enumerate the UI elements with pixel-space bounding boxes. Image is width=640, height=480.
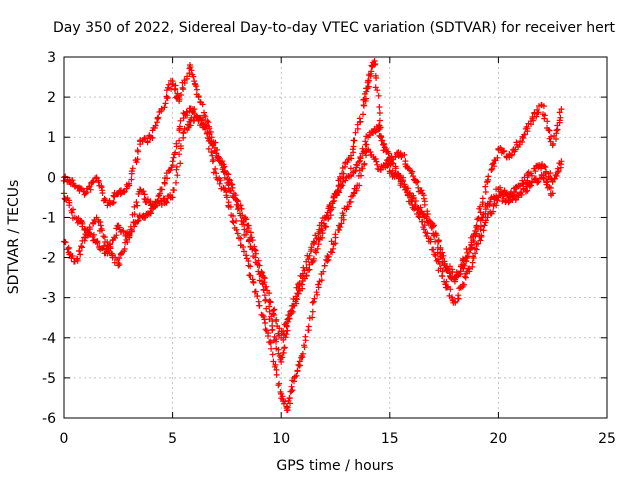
data-marks [60, 58, 565, 414]
y-tick-labels: -6 -5 -4 -3 -2 -1 0 1 2 3 [42, 50, 56, 427]
y-tick-label: -6 [42, 411, 56, 427]
x-tick-label: 20 [489, 431, 507, 447]
y-tick-label: 0 [47, 170, 56, 186]
x-tick-label: 25 [598, 431, 616, 447]
y-tick-label: -5 [42, 371, 56, 387]
data-point [310, 298, 317, 305]
x-tick-label: 0 [60, 431, 69, 447]
data-point [234, 230, 241, 237]
x-tick-label: 10 [272, 431, 290, 447]
plot-frame [63, 56, 608, 419]
y-tick-label: 2 [47, 90, 56, 106]
y-tick-label: 3 [47, 50, 56, 66]
x-axis-label: GPS time / hours [276, 458, 393, 474]
chart-title: Day 350 of 2022, Sidereal Day-to-day VTE… [53, 20, 615, 36]
series-3 [61, 105, 556, 414]
x-tick-labels: 0 5 10 15 20 25 [60, 431, 616, 447]
y-tick-label: -1 [42, 210, 56, 226]
y-tick-label: -4 [42, 331, 56, 347]
x-tick-label: 15 [381, 431, 399, 447]
series-2 [61, 114, 565, 341]
data-point [558, 106, 565, 113]
grid [64, 57, 607, 418]
y-axis-label: SDTVAR / TECUs [6, 180, 22, 295]
series-density-markers [61, 105, 555, 414]
y-tick-label: -3 [42, 291, 56, 307]
axis-ticks [63, 56, 608, 419]
y-tick-label: 1 [47, 130, 56, 146]
x-tick-label: 5 [168, 431, 177, 447]
y-tick-label: -2 [42, 251, 56, 267]
